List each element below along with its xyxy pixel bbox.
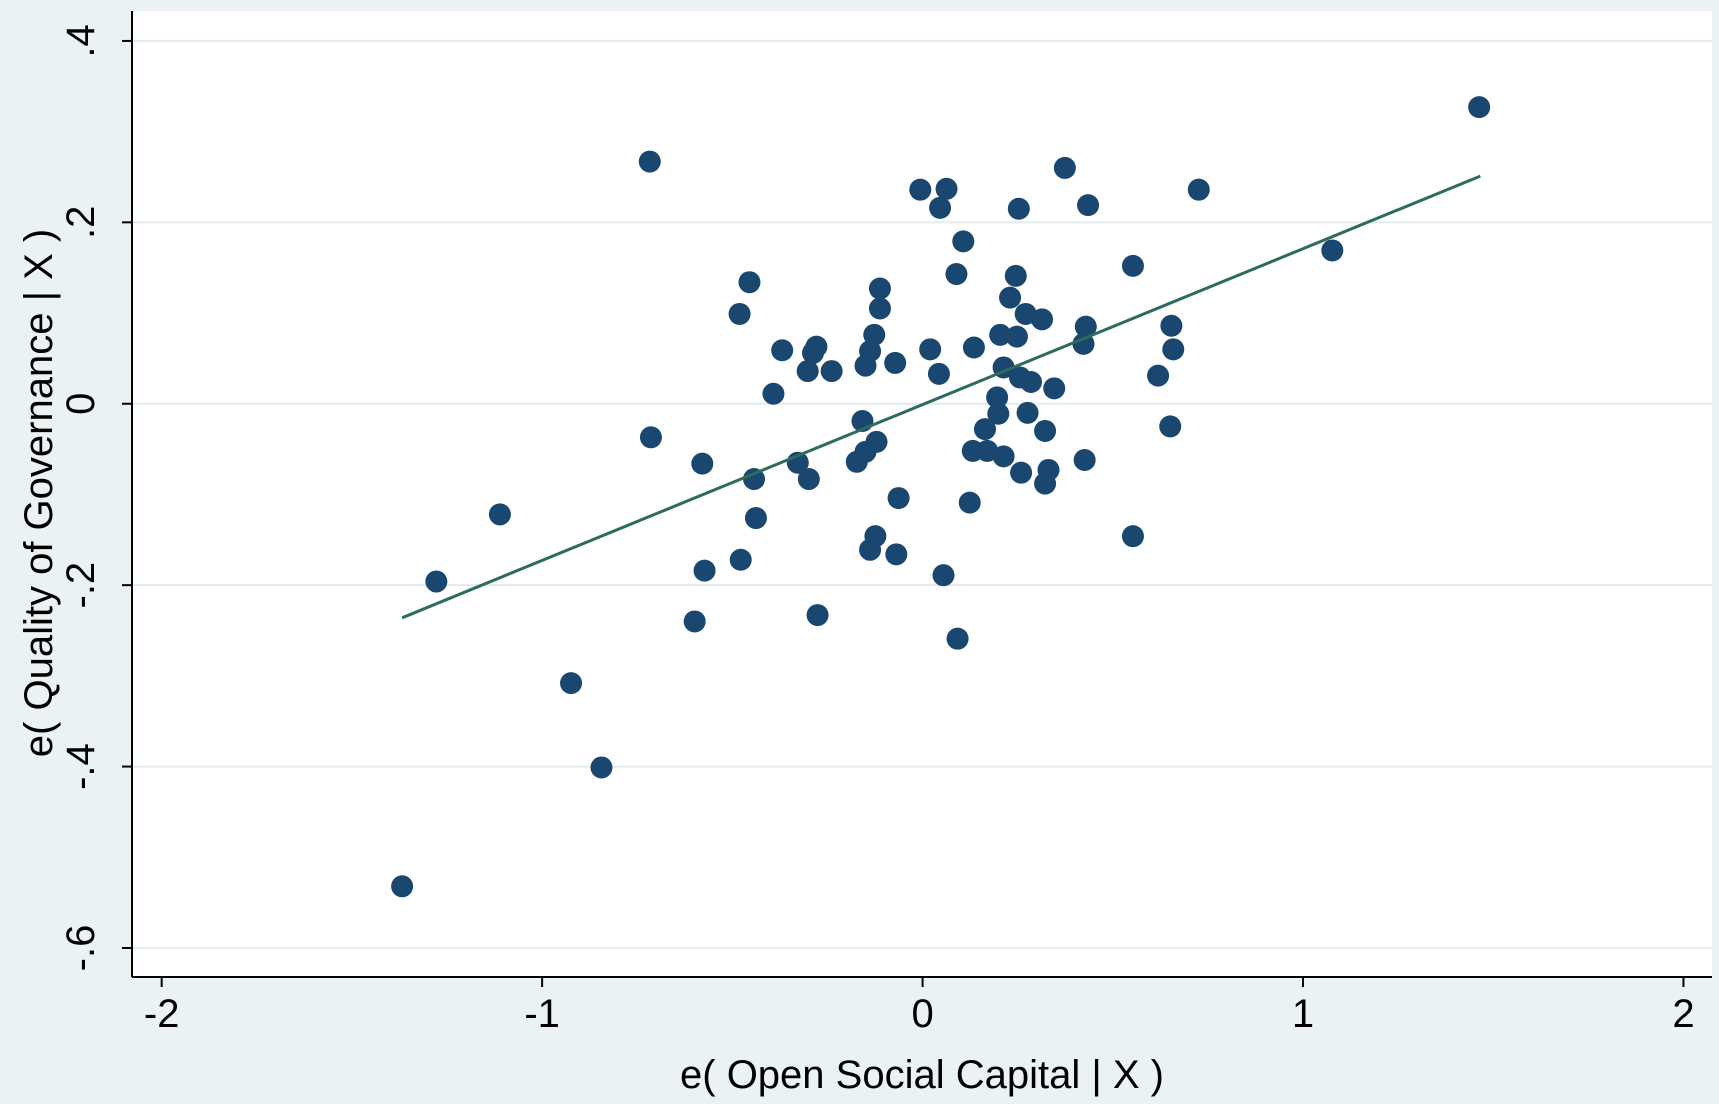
point [868,277,891,300]
point [488,503,511,526]
point [1072,332,1095,355]
point [693,559,716,582]
point [1160,314,1183,337]
point [1121,254,1144,277]
point [743,468,766,491]
point [691,452,714,475]
point [1147,364,1170,387]
point [1077,194,1100,217]
point [560,672,583,695]
point [868,297,891,320]
y-tick-label: .4 [59,24,103,57]
point [958,491,981,514]
point [1162,338,1185,361]
point [425,570,448,593]
point [989,323,1012,346]
point [919,338,942,361]
point [796,360,819,383]
point [845,450,868,473]
point [1121,525,1144,548]
point [887,487,910,510]
fit-line [401,174,1481,620]
point [1074,315,1097,338]
x-tick-label: 1 [1292,992,1314,1036]
point [909,178,932,201]
point [1031,308,1054,331]
point [987,402,1010,425]
point [590,756,613,779]
point [806,604,829,627]
point [1321,239,1344,262]
x-axis-title: e( Open Social Capital | X ) [680,1053,1164,1097]
point [1019,370,1042,393]
point [986,386,1009,409]
point [762,382,785,405]
point [391,875,414,898]
point [1187,178,1210,201]
point [1016,401,1039,424]
point [802,341,825,364]
point [854,354,877,377]
x-tick-label: 0 [911,992,933,1036]
point [1010,461,1033,484]
point [1005,325,1028,348]
point [946,627,969,650]
point [1007,197,1030,220]
point [744,507,767,530]
point [738,271,761,294]
point [884,351,907,374]
point [639,426,662,449]
point [952,230,975,253]
point [992,445,1015,468]
x-tick-label: -2 [144,992,180,1036]
point [771,339,794,362]
y-tick-label: -.2 [59,562,103,609]
plot-area [132,11,1712,977]
point [1043,377,1066,400]
y-tick-label: .2 [59,206,103,239]
point [945,263,968,286]
x-tick-label: 2 [1672,992,1694,1036]
y-tick-label: -.6 [59,925,103,972]
y-tick-label: -.4 [59,743,103,790]
point [962,336,985,359]
point [1034,472,1057,495]
point [927,362,950,385]
point [1004,264,1027,287]
y-axis-title: e( Quality of Governance | X ) [17,229,61,757]
point [1159,415,1182,438]
point [638,150,661,173]
y-tick-label: 0 [59,393,103,415]
point [999,286,1022,309]
point [1034,419,1057,442]
point [973,418,996,441]
point [935,177,958,200]
point [683,610,706,633]
point [820,360,843,383]
point [929,196,952,219]
point [859,538,882,561]
x-tick-label: -1 [524,992,560,1036]
point [1053,156,1076,179]
point [797,468,820,491]
point [932,564,955,587]
point [1073,448,1096,471]
point [728,302,751,325]
point [729,548,752,571]
point [1468,96,1491,119]
point [885,543,908,566]
